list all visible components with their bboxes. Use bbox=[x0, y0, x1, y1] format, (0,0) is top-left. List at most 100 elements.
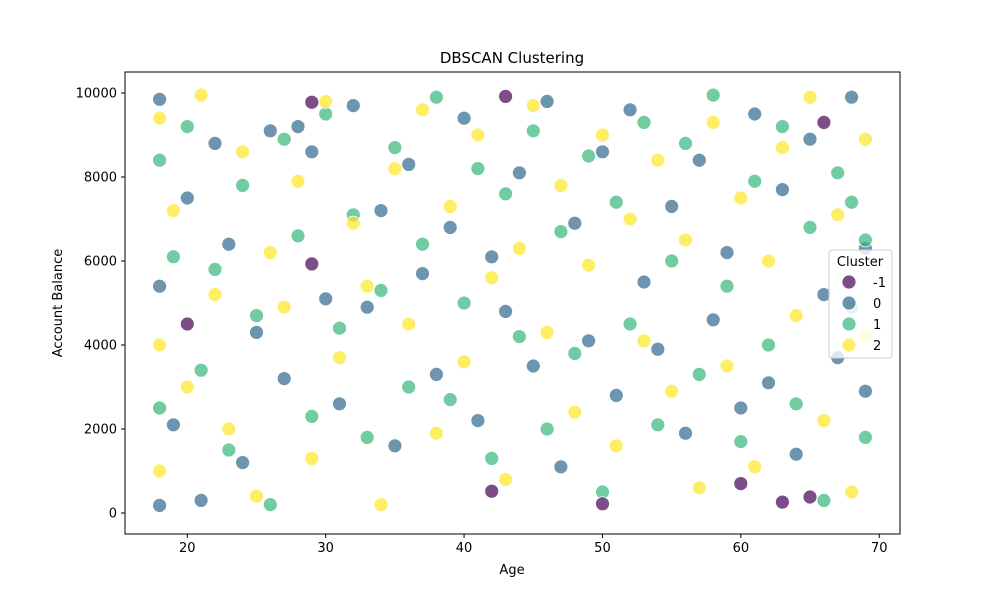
legend-item: 0 bbox=[841, 295, 881, 312]
y-tick-label: 6000 bbox=[84, 255, 117, 270]
data-point bbox=[498, 89, 514, 104]
data-point bbox=[276, 299, 292, 315]
data-point bbox=[470, 413, 486, 429]
data-point bbox=[332, 350, 347, 366]
legend-item: 2 bbox=[841, 337, 881, 354]
data-point bbox=[595, 496, 610, 512]
data-point bbox=[802, 89, 818, 105]
data-point bbox=[165, 203, 181, 219]
data-point bbox=[788, 446, 804, 462]
x-tick-label: 30 bbox=[317, 541, 334, 556]
data-point bbox=[207, 135, 223, 151]
data-point bbox=[539, 421, 555, 437]
points-layer bbox=[152, 87, 873, 513]
data-point bbox=[304, 408, 320, 424]
data-point bbox=[553, 459, 569, 475]
data-point bbox=[761, 253, 776, 269]
data-point bbox=[844, 194, 859, 210]
legend-label: -1 bbox=[873, 276, 886, 291]
data-point bbox=[650, 417, 666, 433]
data-point bbox=[705, 87, 721, 103]
data-point bbox=[622, 316, 638, 332]
data-point bbox=[802, 219, 818, 235]
data-point bbox=[539, 94, 555, 109]
series-cluster-neg1 bbox=[179, 89, 832, 512]
data-point bbox=[664, 383, 680, 399]
data-point bbox=[498, 303, 514, 319]
data-point bbox=[636, 115, 652, 130]
data-point bbox=[290, 173, 306, 189]
data-point bbox=[318, 106, 334, 122]
data-point bbox=[179, 190, 195, 206]
data-point bbox=[428, 425, 444, 441]
y-axis-label: Account Balance bbox=[51, 249, 66, 357]
data-point bbox=[415, 236, 430, 252]
legend-entries: -1 0 1 2 bbox=[841, 274, 886, 354]
data-point bbox=[539, 324, 555, 340]
data-point bbox=[235, 455, 251, 471]
x-tick-label: 20 bbox=[179, 541, 196, 556]
data-point bbox=[221, 236, 237, 252]
data-point bbox=[152, 337, 168, 353]
data-point bbox=[747, 106, 763, 122]
data-point bbox=[401, 316, 417, 332]
data-point bbox=[525, 358, 541, 374]
data-point bbox=[304, 94, 320, 110]
data-point bbox=[193, 362, 209, 378]
data-point bbox=[249, 488, 264, 504]
data-point bbox=[179, 316, 195, 332]
data-point bbox=[345, 98, 361, 113]
data-point bbox=[733, 434, 749, 450]
data-point bbox=[359, 429, 375, 445]
data-point bbox=[318, 94, 334, 109]
data-point bbox=[733, 476, 749, 492]
data-point bbox=[691, 152, 707, 168]
data-point bbox=[733, 190, 749, 206]
legend-marker bbox=[841, 337, 857, 353]
data-point bbox=[595, 127, 610, 143]
data-point bbox=[332, 396, 347, 412]
data-point bbox=[622, 211, 638, 227]
data-point bbox=[262, 245, 278, 261]
data-point bbox=[152, 91, 168, 107]
data-point bbox=[179, 379, 195, 395]
data-point bbox=[415, 266, 430, 282]
data-point bbox=[525, 123, 541, 139]
data-point bbox=[276, 131, 292, 147]
data-point bbox=[428, 89, 444, 105]
data-point bbox=[650, 152, 666, 168]
data-point bbox=[567, 215, 583, 231]
data-point bbox=[318, 291, 334, 307]
data-point bbox=[844, 484, 859, 500]
data-point bbox=[788, 396, 804, 412]
data-point bbox=[733, 400, 749, 416]
data-point bbox=[719, 278, 735, 294]
data-point bbox=[304, 144, 320, 160]
data-point bbox=[332, 320, 347, 336]
data-point bbox=[775, 140, 790, 156]
data-point bbox=[262, 497, 278, 513]
data-point bbox=[802, 489, 818, 505]
data-point bbox=[816, 115, 832, 130]
data-point bbox=[193, 492, 209, 508]
chart-title: DBSCAN Clustering bbox=[440, 49, 584, 67]
data-point bbox=[484, 249, 500, 265]
data-point bbox=[359, 299, 375, 315]
data-point bbox=[664, 198, 680, 214]
data-point bbox=[678, 232, 693, 248]
data-point bbox=[373, 497, 389, 513]
data-point bbox=[484, 483, 500, 499]
data-point bbox=[484, 270, 500, 286]
data-point bbox=[816, 413, 832, 429]
legend-item: -1 bbox=[841, 274, 886, 291]
legend: Cluster -1 0 1 2 bbox=[828, 249, 893, 359]
data-point bbox=[442, 219, 458, 235]
data-point bbox=[235, 144, 251, 160]
data-point bbox=[719, 358, 735, 374]
data-point bbox=[816, 492, 832, 508]
data-point bbox=[442, 392, 458, 408]
x-tick-label: 60 bbox=[733, 541, 750, 556]
legend-label: 0 bbox=[873, 297, 881, 312]
y-tick-label: 0 bbox=[109, 507, 117, 522]
